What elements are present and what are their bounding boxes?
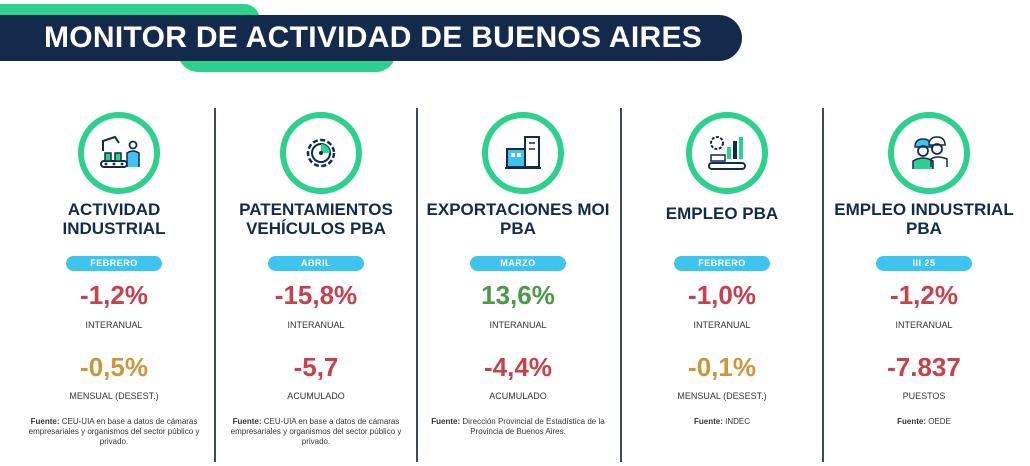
secondary-value: -4,4% [484,352,552,382]
card-title: ACTIVIDAD INDUSTRIAL [62,200,166,238]
card-title: EXPORTACIONES MOI PBA [426,200,610,238]
source-note: Fuente: OEDE [836,417,1012,427]
source-text: CEU-UIA en base a datos de cámaras empre… [28,417,200,446]
secondary-label: ACUMULADO [489,391,547,401]
export-building-icon [482,112,564,194]
source-label: Fuente: [30,417,60,426]
primary-value: -1,2% [890,280,958,310]
secondary-value: -0,5% [80,352,148,382]
card-patentamientos: PATENTAMIENTOS VEHÍCULOS PBA ABRIL -15,8… [216,112,416,462]
source-text: CEU-UIA en base a datos de cámaras empre… [230,417,402,446]
primary-value: -1,2% [80,280,148,310]
secondary-label: ACUMULADO [287,391,345,401]
card-actividad-industrial: ACTIVIDAD INDUSTRIAL FEBRERO -1,2% INTER… [14,112,214,462]
employment-machine-icon [686,112,768,194]
header: MONITOR DE ACTIVIDAD DE BUENOS AIRES [0,0,760,80]
column-divider [416,108,418,462]
factory-worker-icon [78,112,160,194]
primary-label: INTERANUAL [287,320,345,330]
card-title: EMPLEO PBA [665,204,779,223]
period-badge: MARZO [470,256,566,271]
secondary-value: -7.837 [887,352,961,382]
header-bar [0,15,742,61]
primary-label: INTERANUAL [85,320,143,330]
source-note: Fuente: CEU-UIA en base a datos de cámar… [228,417,404,447]
source-text: INDEC [725,417,750,426]
period-badge: III 25 [876,256,972,271]
primary-value: 13,6% [481,280,555,310]
column-divider [214,108,216,462]
card-title: PATENTAMIENTOS VEHÍCULOS PBA [239,200,393,238]
primary-label: INTERANUAL [895,320,953,330]
primary-value: -1,0% [688,280,756,310]
secondary-label: MENSUAL (DESEST.) [69,391,159,401]
period-badge: FEBRERO [674,256,770,271]
source-text: Dirección Provincial de Estadística de l… [462,417,605,436]
source-label: Fuente: [693,417,723,426]
secondary-value: -0,1% [688,352,756,382]
source-label: Fuente: [232,417,262,426]
source-label: Fuente: [897,417,926,426]
secondary-value: -5,7 [293,352,339,382]
card-empleo-pba: EMPLEO PBA FEBRERO -1,0% INTERANUAL -0,1… [622,112,822,462]
period-badge: ABRIL [268,256,364,271]
column-divider [822,108,824,462]
card-empleo-industrial: EMPLEO INDUSTRIAL PBA III 25 -1,2% INTER… [824,112,1024,462]
secondary-label: MENSUAL (DESEST.) [677,391,767,401]
gear-chart-icon [280,112,362,194]
secondary-label: PUESTOS [902,391,946,401]
column-divider [620,108,622,462]
card-title: EMPLEO INDUSTRIAL PBA [834,200,1014,238]
card-exportaciones: EXPORTACIONES MOI PBA MARZO 13,6% INTERA… [418,112,618,462]
source-note: Fuente: Dirección Provincial de Estadíst… [430,417,606,437]
primary-label: INTERANUAL [489,320,547,330]
industrial-workers-icon [888,112,970,194]
primary-label: INTERANUAL [693,320,751,330]
page-title: MONITOR DE ACTIVIDAD DE BUENOS AIRES [44,21,703,54]
source-text: OEDE [928,417,951,426]
source-note: Fuente: INDEC [634,417,810,427]
primary-value: -15,8% [274,280,358,310]
source-note: Fuente: CEU-UIA en base a datos de cámar… [26,417,202,447]
period-badge: FEBRERO [66,256,162,271]
source-label: Fuente: [431,417,461,426]
